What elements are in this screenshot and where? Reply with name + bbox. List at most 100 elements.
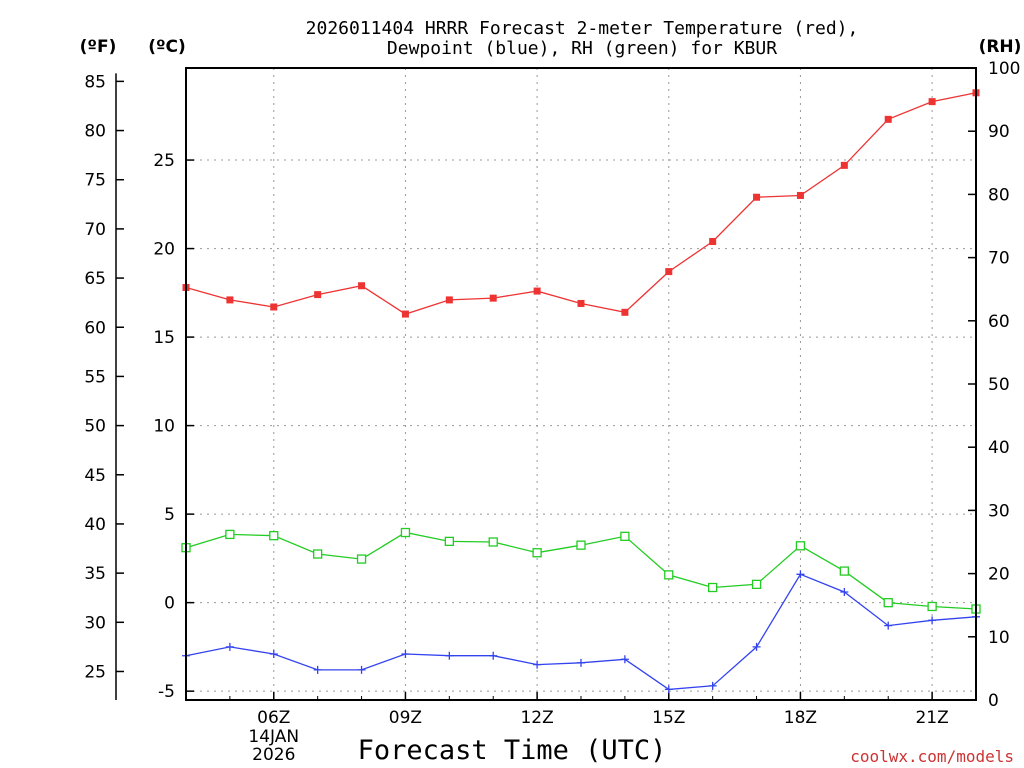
rh-tick-label: 40 xyxy=(988,438,1010,458)
rh-tick-label: 0 xyxy=(988,691,999,711)
celsius-tick-label: 10 xyxy=(153,417,175,437)
fahrenheit-tick-label: 55 xyxy=(84,367,106,387)
temperature-point xyxy=(840,161,848,169)
fahrenheit-tick-label: 30 xyxy=(84,613,106,633)
rh-tick-label: 30 xyxy=(988,501,1010,521)
temperature-point xyxy=(314,291,322,299)
fahrenheit-tick-label: 80 xyxy=(84,122,106,142)
rh-point xyxy=(927,601,937,612)
fahrenheit-tick-label: 70 xyxy=(84,220,106,240)
dewpoint-point xyxy=(357,665,366,674)
rh-point xyxy=(576,540,586,550)
rh-tick-label: 50 xyxy=(988,375,1010,395)
temperature-point xyxy=(796,191,804,199)
plot-frame xyxy=(185,67,977,701)
rh-tick-label: 80 xyxy=(988,185,1010,205)
dewpoint-point xyxy=(620,655,629,664)
temperature-point xyxy=(489,294,497,302)
rh-point xyxy=(664,570,674,580)
grid xyxy=(186,68,976,700)
x-tick-label: 12Z xyxy=(520,708,553,728)
fahrenheit-tick-label: 25 xyxy=(84,662,106,682)
fahrenheit-unit-label: (ºF) xyxy=(80,37,117,57)
temperature-point xyxy=(709,237,717,245)
rh-point xyxy=(839,566,849,576)
dewpoint-point xyxy=(796,570,805,579)
rh-point xyxy=(400,527,411,538)
x-tick-sublabel: 14JAN xyxy=(248,727,299,747)
credit-text: coolwx.com/models xyxy=(850,747,1014,766)
temperature-point xyxy=(533,287,541,295)
dewpoint-point xyxy=(269,649,278,658)
dewpoint-point xyxy=(489,651,498,660)
fahrenheit-tick-label: 65 xyxy=(84,269,106,289)
rh-point xyxy=(356,554,367,564)
rh-point xyxy=(313,549,323,559)
rh-point xyxy=(795,541,806,551)
chart-title-line-2: Dewpoint (blue), RH (green) for KBUR xyxy=(387,38,777,59)
fahrenheit-tick-label: 60 xyxy=(84,318,106,338)
fahrenheit-tick-label: 85 xyxy=(84,72,106,92)
chart-title-line-1: 2026011404 HRRR Forecast 2-meter Tempera… xyxy=(306,18,859,39)
rh-tick-label: 60 xyxy=(988,312,1010,332)
dewpoint-point xyxy=(752,642,761,651)
celsius-tick-label: 20 xyxy=(153,240,175,260)
x-tick-sublabel: 2026 xyxy=(252,745,295,765)
rh-point xyxy=(225,529,235,540)
fahrenheit-tick-label: 40 xyxy=(84,515,106,535)
rh-unit-label: (RH) xyxy=(979,37,1022,57)
temperature-point xyxy=(577,299,585,307)
temperature-line xyxy=(185,92,977,315)
rh-tick-label: 10 xyxy=(988,628,1010,648)
series xyxy=(181,89,981,694)
x-tick-label: 09Z xyxy=(389,708,422,728)
dewpoint-point xyxy=(401,649,410,658)
fahrenheit-tick-label: 50 xyxy=(84,417,106,437)
x-axis-label: Forecast Time (UTC) xyxy=(358,735,667,766)
dewpoint-point xyxy=(708,681,717,690)
rh-tick-label: 20 xyxy=(988,565,1010,585)
x-tick-label: 18Z xyxy=(784,708,817,728)
temperature-point xyxy=(928,98,936,106)
celsius-tick-label: 5 xyxy=(164,505,175,525)
temperature-point xyxy=(401,310,409,318)
celsius-tick-label: 25 xyxy=(153,151,175,171)
temperature-point xyxy=(270,303,278,311)
rh-point xyxy=(444,536,454,547)
rh-point xyxy=(620,531,630,541)
dewpoint-point xyxy=(664,685,673,694)
rh-point xyxy=(488,537,498,547)
rh-point xyxy=(883,598,893,608)
temperature-point xyxy=(753,193,761,201)
rh-tick-label: 70 xyxy=(988,249,1010,269)
fahrenheit-tick-label: 35 xyxy=(84,564,106,584)
celsius-tick-label: 0 xyxy=(164,594,175,614)
x-tick-label: 06Z xyxy=(257,708,290,728)
rh-point xyxy=(708,582,718,593)
temperature-point xyxy=(665,268,673,276)
dewpoint-line xyxy=(185,573,977,691)
celsius-tick-label: 15 xyxy=(153,328,175,348)
celsius-unit-label: (ºC) xyxy=(148,37,186,57)
x-tick-label: 15Z xyxy=(652,708,685,728)
dewpoint-point xyxy=(533,660,542,669)
dewpoint-point xyxy=(577,658,585,667)
rh-point xyxy=(751,579,762,589)
fahrenheit-tick-label: 45 xyxy=(84,466,106,486)
rh-point xyxy=(269,531,279,541)
temperature-point xyxy=(621,308,629,316)
temperature-point xyxy=(445,296,453,304)
dewpoint-point xyxy=(840,588,849,597)
dewpoint-point xyxy=(225,642,234,651)
dewpoint-point xyxy=(884,621,893,630)
temperature-point xyxy=(226,296,234,304)
rh-tick-label: 100 xyxy=(988,59,1020,79)
temperature-point xyxy=(358,282,366,290)
temperature-point xyxy=(884,115,892,123)
rh-tick-label: 90 xyxy=(988,122,1010,142)
dewpoint-point xyxy=(928,616,937,625)
dewpoint-point xyxy=(445,651,454,660)
rh-point xyxy=(532,548,542,558)
